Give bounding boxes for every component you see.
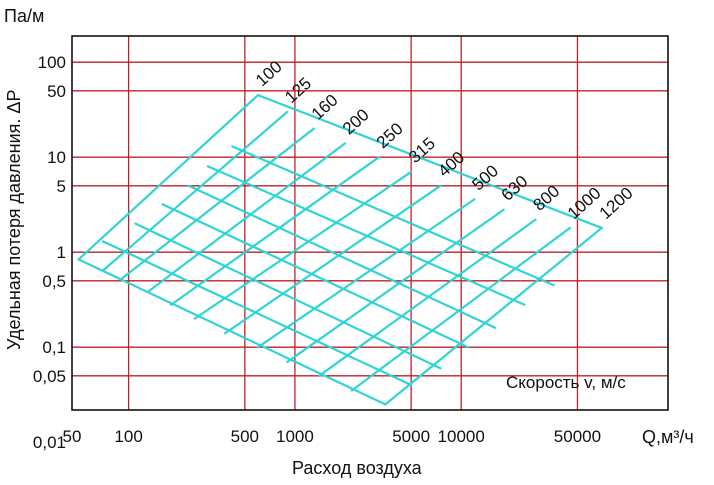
y-axis-title: Удельная потеря давления. ΔP — [4, 90, 24, 350]
diameter-line-630 — [286, 208, 505, 364]
y-tick-label: 0,5 — [42, 272, 66, 291]
y-tick-label: 50 — [47, 82, 66, 101]
y-ticks: 100 50 10 5 1 0,5 0,1 0,05 0,01 — [33, 53, 66, 452]
diameter-label-200: 200 — [339, 105, 373, 138]
diameter-label-250: 250 — [373, 119, 407, 152]
diameter-line-800 — [318, 218, 537, 377]
velocity-line-2 — [101, 240, 413, 387]
y-tick-label: 0,01 — [33, 433, 66, 452]
diameter-line-315 — [193, 170, 413, 320]
velocity-line-6 — [206, 165, 526, 306]
x-tick-label: 5000 — [392, 427, 430, 446]
velocity-line-1 — [77, 258, 387, 406]
diameter-line-1000 — [350, 226, 571, 392]
y-unit-label: Па/м — [4, 6, 44, 26]
diameter-label-1000: 1000 — [564, 183, 605, 222]
x-unit-label: Q,м³/ч — [642, 427, 694, 447]
y-tick-label: 100 — [38, 53, 66, 72]
x-tick-label: 10000 — [438, 427, 485, 446]
diameter-line-400 — [223, 184, 442, 335]
series-group — [77, 94, 603, 406]
plot-border — [71, 35, 669, 411]
velocity-line-5 — [187, 184, 497, 329]
diameter-label-160: 160 — [308, 90, 342, 123]
grid — [72, 36, 668, 410]
y-tick-label: 1 — [57, 243, 66, 262]
diameter-line-1200 — [384, 226, 603, 406]
x-axis-title: Расход воздуха — [292, 458, 423, 478]
velocity-line-3 — [134, 222, 442, 370]
diameter-line-160 — [119, 127, 315, 281]
y-tick-label: 10 — [47, 148, 66, 167]
diameter-line-500 — [256, 198, 476, 349]
diameter-label-400: 400 — [434, 148, 468, 181]
diameter-label-1200: 1200 — [596, 183, 637, 222]
x-tick-label: 500 — [231, 427, 259, 446]
velocity-legend: Скорость v, м/с — [506, 373, 626, 392]
y-tick-label: 5 — [57, 177, 66, 196]
plot-frame — [71, 35, 669, 411]
diameter-label-500: 500 — [468, 161, 502, 194]
diameter-line-250 — [169, 156, 381, 306]
x-tick-label: 100 — [114, 427, 142, 446]
x-ticks: 50 100 500 1000 5000 10000 50000 — [63, 427, 602, 446]
y-tick-label: 0,05 — [33, 367, 66, 386]
x-tick-label: 50000 — [554, 427, 601, 446]
x-tick-label: 1000 — [276, 427, 314, 446]
diameter-line-200 — [146, 142, 347, 294]
diameter-label-800: 800 — [530, 182, 564, 215]
diameter-line-100 — [77, 94, 260, 261]
velocity-line-7 — [231, 145, 555, 287]
y-tick-label: 0,1 — [42, 338, 66, 357]
velocity-line-8 — [256, 94, 603, 230]
diameter-line-125 — [101, 110, 289, 272]
diameter-label-125: 125 — [281, 74, 315, 107]
velocity-line-4 — [161, 203, 470, 349]
x-tick-label: 50 — [63, 427, 82, 446]
